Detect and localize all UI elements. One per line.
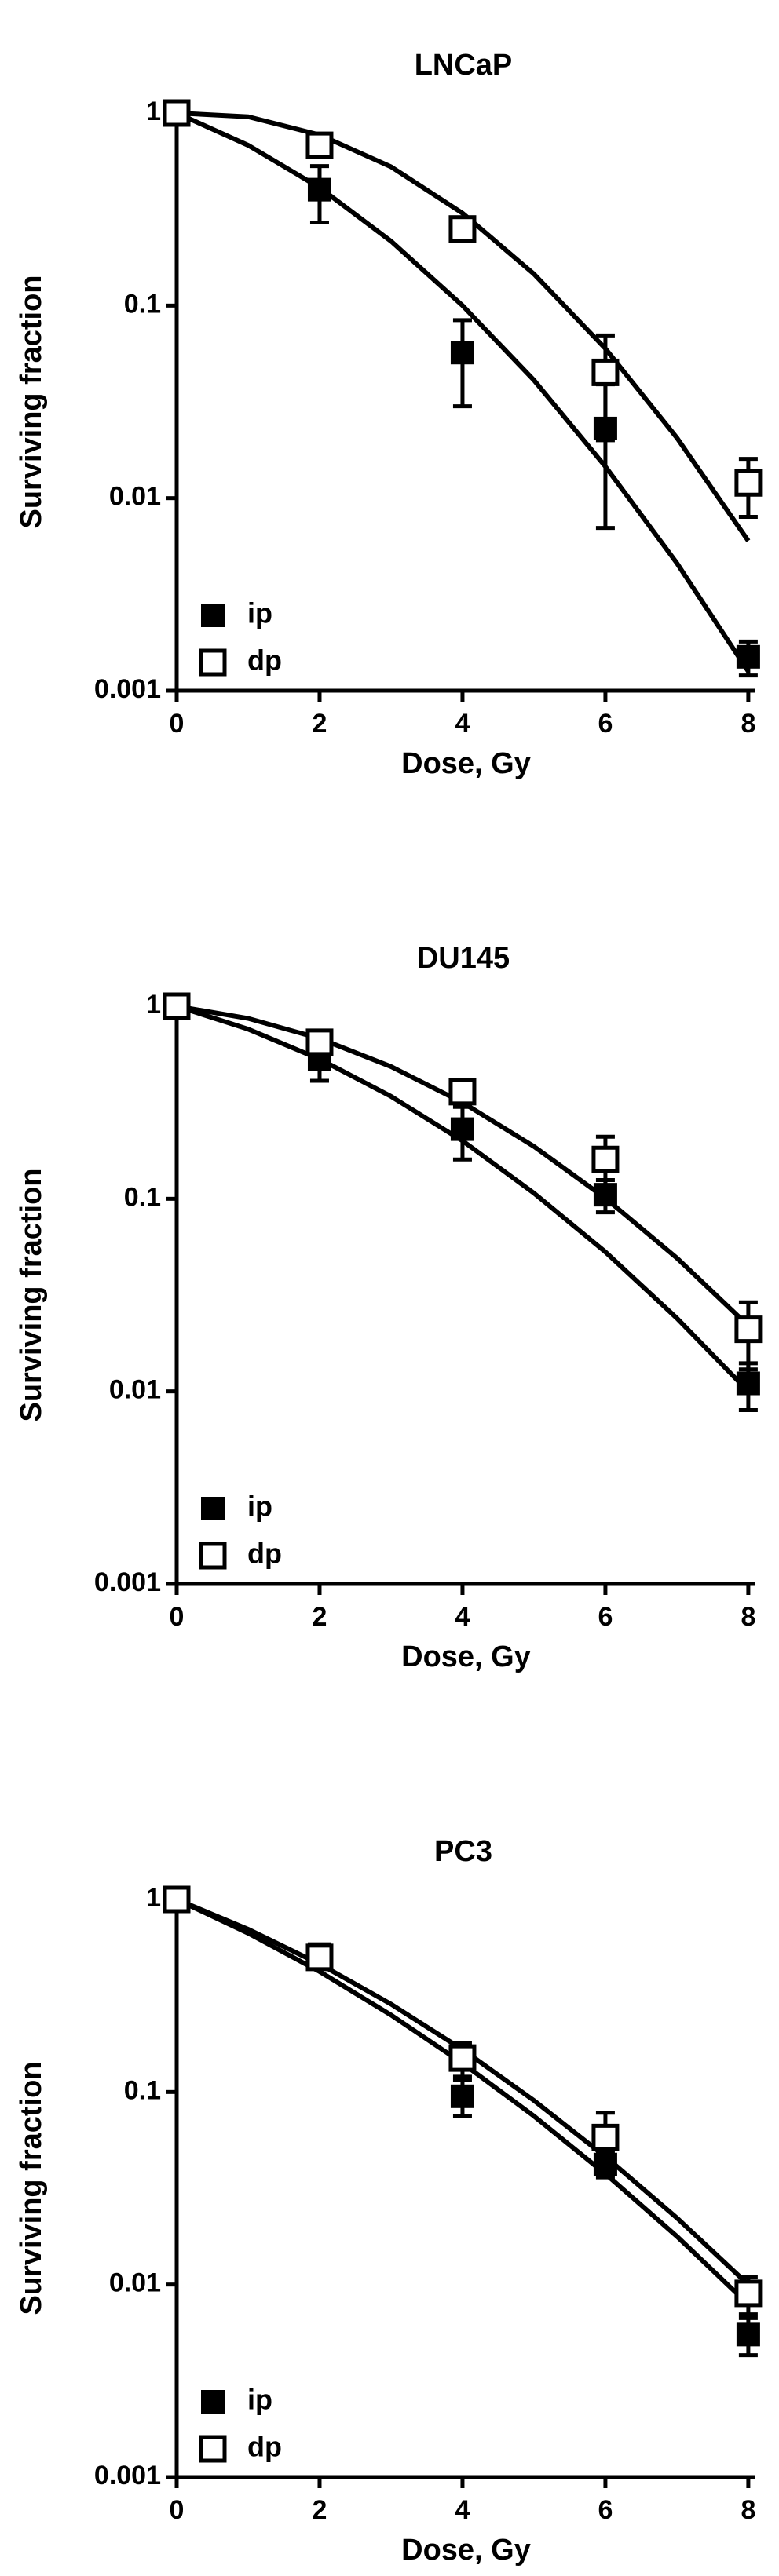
y-tick-label: 0.1 bbox=[124, 2075, 161, 2105]
fit-curve bbox=[176, 111, 751, 542]
y-tick-label: 0.001 bbox=[94, 674, 161, 704]
y-tick-label: 0.1 bbox=[124, 289, 161, 319]
x-tick-label: 2 bbox=[313, 709, 327, 739]
chart-title: DU145 bbox=[417, 942, 510, 975]
y-tick-label: 1 bbox=[146, 97, 161, 126]
marker bbox=[163, 99, 191, 127]
x-tick-label: 2 bbox=[313, 1602, 327, 1632]
fit-curve bbox=[176, 1004, 750, 1328]
y-tick-label: 0.01 bbox=[109, 482, 161, 512]
legend-label: ip bbox=[247, 2384, 272, 2416]
x-tick-label: 0 bbox=[170, 2495, 185, 2525]
chart-panel: LNCaP Surviving fraction Dose, Gy 1 0.1 0.01 0… bbox=[15, 49, 763, 780]
marker bbox=[736, 1371, 760, 1396]
marker bbox=[734, 2279, 763, 2308]
marker bbox=[450, 2084, 474, 2108]
legend-marker bbox=[201, 1497, 225, 1520]
y-axis-label: Surviving fraction bbox=[15, 1168, 48, 1421]
error-bar bbox=[595, 333, 615, 443]
x-tick-label: 8 bbox=[741, 1602, 755, 1632]
legend-marker bbox=[199, 2435, 227, 2463]
marker bbox=[163, 1885, 191, 1914]
y-axis-label: Surviving fraction bbox=[15, 275, 48, 528]
legend-marker bbox=[199, 1542, 227, 1570]
x-tick-label: 4 bbox=[455, 2495, 470, 2525]
marker bbox=[736, 2322, 760, 2347]
marker bbox=[305, 131, 334, 159]
chart-title: PC3 bbox=[434, 1835, 492, 1868]
legend-label: dp bbox=[247, 2431, 282, 2463]
x-tick-label: 6 bbox=[598, 2495, 613, 2525]
marker bbox=[305, 1943, 334, 1972]
chart-panel: DU145 Surviving fraction Dose, Gy 1 0.1 0.01 0… bbox=[15, 942, 763, 1673]
y-tick-label: 0.001 bbox=[94, 2461, 161, 2490]
x-axis-label: Dose, Gy bbox=[401, 1640, 531, 1673]
x-tick-label: 8 bbox=[741, 709, 755, 739]
marker bbox=[591, 1145, 620, 1173]
x-tick-label: 6 bbox=[598, 709, 613, 739]
marker bbox=[591, 2123, 620, 2151]
legend-label: ip bbox=[247, 1491, 272, 1523]
legend-label: dp bbox=[247, 644, 282, 677]
y-tick-label: 1 bbox=[146, 1883, 161, 1913]
marker bbox=[734, 469, 763, 497]
marker bbox=[163, 992, 191, 1020]
x-tick-label: 0 bbox=[170, 1602, 185, 1632]
y-axis-label: Surviving fraction bbox=[15, 2061, 48, 2315]
x-axis-label: Dose, Gy bbox=[401, 747, 531, 780]
x-tick-label: 2 bbox=[313, 2495, 327, 2525]
marker bbox=[448, 2044, 477, 2072]
chart-panel: PC3 Surviving fraction Dose, Gy 1 0.1 0.01 0.0… bbox=[15, 1835, 763, 2567]
x-axis-label: Dose, Gy bbox=[401, 2534, 531, 2567]
x-tick-label: 0 bbox=[170, 709, 185, 739]
y-tick-label: 0.01 bbox=[109, 2268, 161, 2298]
y-tick-label: 1 bbox=[146, 990, 161, 1020]
marker bbox=[448, 1078, 477, 1106]
marker bbox=[736, 644, 760, 669]
y-tick-label: 0.01 bbox=[109, 1375, 161, 1405]
legend-marker bbox=[201, 2390, 225, 2414]
y-tick-label: 0.001 bbox=[94, 1567, 161, 1597]
legend-label: ip bbox=[247, 597, 272, 629]
legend-label: dp bbox=[247, 1538, 282, 1570]
legend-marker bbox=[201, 604, 225, 627]
marker bbox=[448, 215, 477, 243]
x-tick-label: 8 bbox=[741, 2495, 755, 2525]
fit-curve bbox=[176, 1004, 751, 1393]
marker bbox=[307, 177, 331, 202]
fit-curve bbox=[175, 111, 751, 673]
x-tick-label: 4 bbox=[455, 1602, 470, 1632]
legend-marker bbox=[199, 648, 227, 677]
marker bbox=[450, 1117, 474, 1141]
marker bbox=[591, 358, 620, 386]
x-tick-label: 6 bbox=[598, 1602, 613, 1632]
marker bbox=[305, 1028, 334, 1056]
x-tick-label: 4 bbox=[455, 709, 470, 739]
marker bbox=[734, 1315, 763, 1344]
marker bbox=[450, 341, 474, 365]
chart-title: LNCaP bbox=[415, 49, 513, 82]
y-tick-label: 0.1 bbox=[124, 1182, 161, 1212]
